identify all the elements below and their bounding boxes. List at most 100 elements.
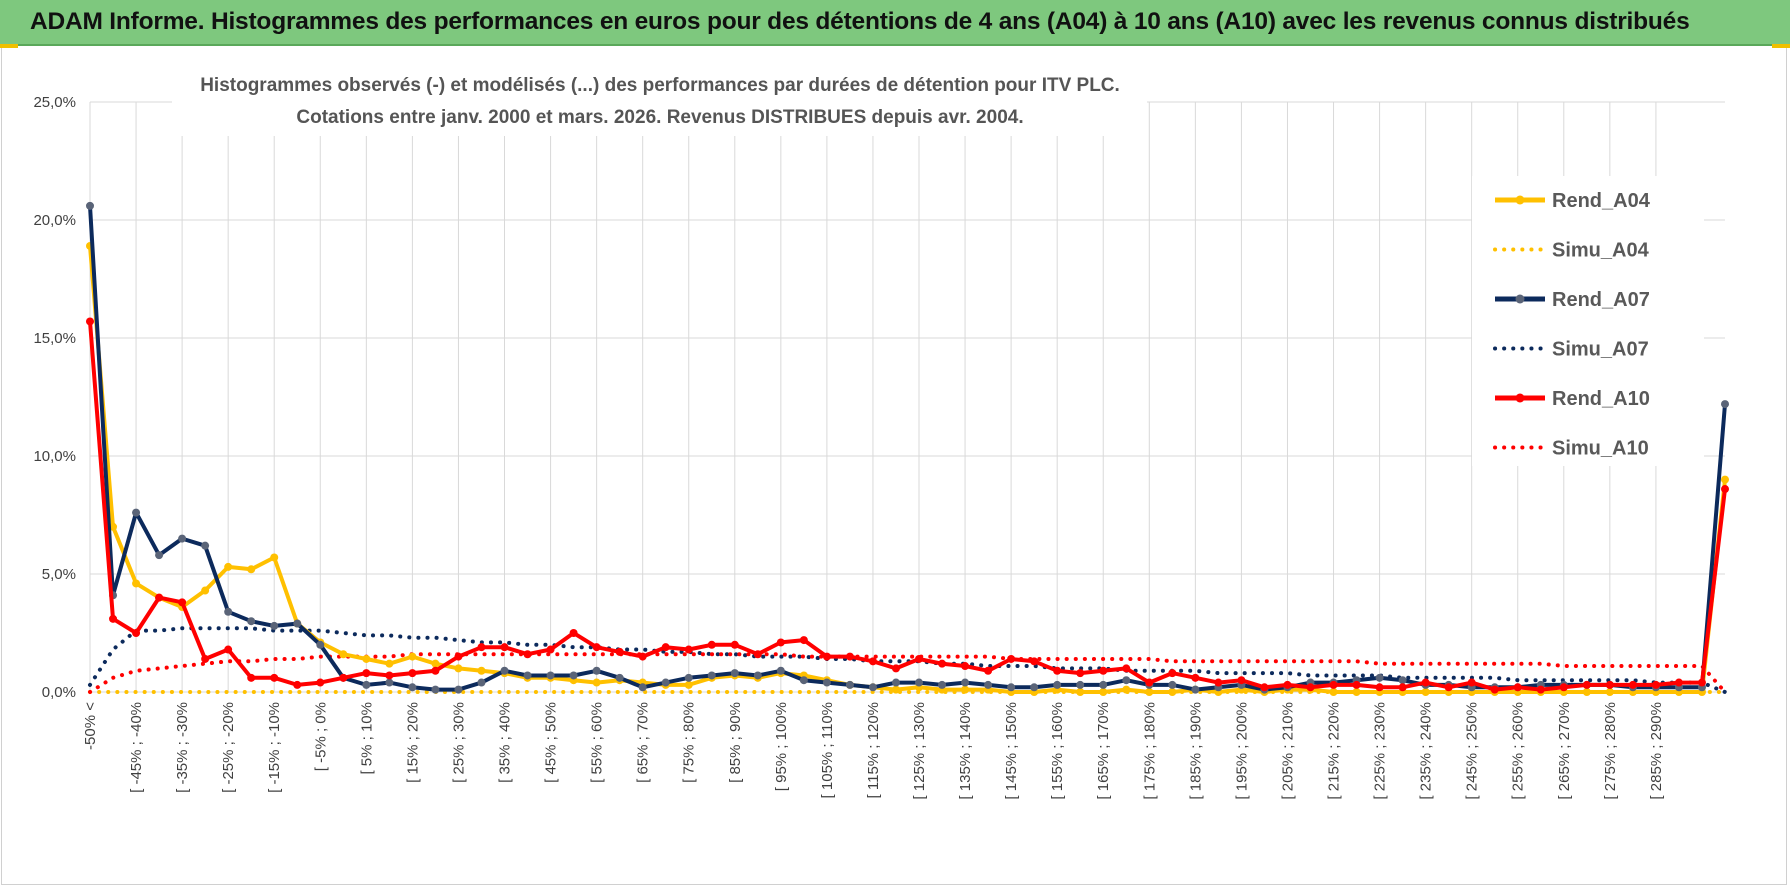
rend-a07-point (1007, 683, 1016, 692)
rend-a07-point (178, 534, 187, 543)
rend-a04-point (477, 666, 486, 675)
x-tick-label: [ -45% ; -40% (128, 702, 145, 793)
rend-a04-point (592, 678, 601, 687)
x-tick-label: [ 45% ; 50% (543, 702, 560, 783)
rend-a07-point (1398, 676, 1407, 685)
legend-marker-rend-a04 (1515, 195, 1525, 205)
rend-a07-point (569, 671, 578, 680)
corner-accent-left (0, 44, 18, 48)
legend: Rend_A04 Simu_A04 Rend_A07 Simu_A07 Rend_A10… (1493, 190, 1651, 460)
rend-a10-point (753, 650, 762, 659)
rend-a10-point (638, 652, 647, 661)
rend-a10-point (1628, 680, 1637, 689)
rend-a10-point (247, 673, 256, 682)
x-tick-label: [ 115% ; 120% (865, 702, 882, 798)
legend-label-rend-a10: Rend_A10 (1552, 388, 1650, 410)
rend-a07-point (845, 680, 854, 689)
rend-a10-point (1559, 683, 1568, 692)
chart-subtitle: Cotations entre janv. 2000 et mars. 2026… (296, 107, 1023, 128)
rend-a04-point (891, 685, 900, 694)
rend-a10-point (1122, 664, 1131, 673)
rend-a07-point (1191, 685, 1200, 694)
rend-a07-point (1030, 683, 1039, 692)
rend-a10-point (822, 652, 831, 661)
rend-a07-point (270, 621, 279, 630)
rend-a07-point (1721, 400, 1729, 409)
x-tick-label: [ 55% ; 60% (589, 702, 606, 783)
rend-a07-point (454, 685, 463, 694)
rend-a04-point (961, 685, 970, 694)
simu-a07-line (88, 626, 1727, 694)
rend-a04-point (270, 553, 279, 562)
rend-a10-point (316, 678, 325, 687)
rend-a07-point (707, 671, 716, 680)
rend-a10-point (201, 654, 210, 663)
rend-a10-point (1352, 680, 1361, 689)
rend-a07-point (730, 669, 739, 678)
rend-a07-point (86, 201, 94, 210)
rend-a07-point (1168, 680, 1177, 689)
x-tick-label: [ 185% ; 190% (1187, 702, 1204, 800)
x-tick-label: [ 5% ; 10% (358, 702, 375, 775)
rend-a10-point (661, 643, 670, 652)
rend-a10-point (1260, 683, 1269, 692)
x-tick-label: [ 255% ; 260% (1510, 702, 1527, 800)
rend-a10-point (293, 680, 302, 689)
rend-a10-point (569, 629, 578, 637)
rend-a07-point (500, 666, 509, 675)
rend-a10-point (1398, 683, 1407, 692)
x-tick-label: [ -15% ; -10% (266, 702, 283, 793)
legend-label-simu-a10: Simu_A10 (1552, 438, 1649, 460)
rend-a07-point (961, 678, 970, 687)
x-tick-label: -50% < (82, 702, 99, 750)
rend-a04-point (1329, 688, 1338, 696)
rend-a07-point (362, 680, 371, 689)
rend-a07-point (592, 666, 601, 675)
x-tick-label: [ 35% ; 40% (497, 702, 514, 783)
rend-a10-point (546, 645, 555, 654)
rend-a10-point (1467, 678, 1476, 687)
x-tick-label: [ 85% ; 90% (727, 702, 744, 783)
rend-a10-point (523, 650, 532, 659)
rend-a04-point (1145, 688, 1154, 696)
rend-a10-point (1076, 669, 1085, 678)
rend-a07-point (938, 680, 947, 689)
rend-a10-point (1030, 657, 1039, 666)
rend-a07-point (1375, 673, 1384, 682)
rend-a10-point (1306, 683, 1315, 692)
rend-a07-point (1053, 680, 1062, 689)
y-tick-label: 20,0% (33, 212, 76, 229)
rend-a07-point (776, 666, 785, 675)
rend-a10-point (1099, 666, 1108, 675)
rend-a10-point (1444, 683, 1453, 692)
rend-a04-point (362, 654, 371, 663)
x-tick-label: [ 25% ; 30% (450, 702, 467, 783)
y-tick-label: 10,0% (33, 448, 76, 465)
chart-title: Histogrammes observés (-) et modélisés (… (200, 75, 1120, 96)
x-tick-label: [ 245% ; 250% (1464, 702, 1481, 800)
rend-a04-point (1352, 688, 1361, 696)
rend-a07-point (132, 508, 141, 517)
x-tick-label: [ -5% ; 0% (312, 702, 329, 771)
rend-a10-point (385, 671, 394, 680)
rend-a10-point (1191, 673, 1200, 682)
rend-a10-point (1674, 678, 1683, 687)
rend-a04-point (1099, 688, 1108, 696)
rend-a10-point (270, 673, 279, 682)
rend-a04-point (201, 586, 210, 595)
legend-backdrop (1472, 176, 1704, 466)
x-tick-label: [ -25% ; -20% (220, 702, 237, 793)
rend-a10-point (1721, 485, 1729, 494)
rend-a10-point (938, 659, 947, 668)
rend-a10-point (224, 645, 233, 654)
rend-a10-point (454, 652, 463, 661)
series-group (86, 201, 1729, 696)
rend-a07-point (1099, 680, 1108, 689)
rend-a04-point (408, 652, 417, 661)
y-tick-label: 15,0% (33, 330, 76, 347)
rend-a07-point (385, 678, 394, 687)
rend-a10-point (1237, 676, 1246, 685)
rend-a07-point (1122, 676, 1131, 685)
rend-a10-point (132, 629, 141, 637)
